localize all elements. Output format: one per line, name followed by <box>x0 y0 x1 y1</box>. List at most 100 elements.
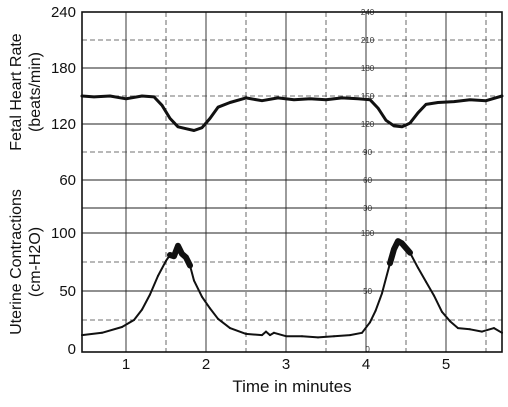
uc-point <box>189 264 191 267</box>
uc-point <box>361 331 363 334</box>
fhr-point <box>376 106 380 110</box>
uc-point <box>169 254 171 257</box>
grid <box>82 12 502 352</box>
uc-point <box>397 240 399 243</box>
x-tick-label: 5 <box>442 356 450 373</box>
uc-point <box>389 262 391 265</box>
fhr-point <box>324 98 328 101</box>
uc-point <box>101 331 103 334</box>
uc-ylabel-units-main: (cm-H2O) <box>27 227 44 297</box>
fhr-point <box>276 96 280 100</box>
uc-point <box>393 248 395 251</box>
uc-tick-label: 100 <box>51 225 76 242</box>
uc-point <box>269 334 271 337</box>
uc-point <box>449 320 451 323</box>
fhr-point <box>384 119 388 122</box>
uc-point <box>441 310 443 313</box>
uc-point <box>401 242 403 245</box>
uc-point <box>133 319 135 321</box>
fhr-point <box>192 129 196 132</box>
uc-point <box>333 335 335 338</box>
uc-point <box>285 335 287 338</box>
uc-inner-scale-label: 100 <box>361 229 375 238</box>
x-tick-label: 1 <box>122 356 130 373</box>
uc-point <box>417 266 419 269</box>
uc-inner-scale-label: 50 <box>363 287 372 296</box>
fhr-point <box>176 125 180 128</box>
uc-point <box>185 256 187 259</box>
fhr-inner-scale-label: 30 <box>363 204 372 213</box>
uc-tick-label: 50 <box>59 283 76 300</box>
fhr-point <box>228 101 232 104</box>
fhr-point <box>124 97 128 101</box>
uc-point <box>425 280 427 283</box>
fhr-inner-scale-label: 120 <box>361 120 375 129</box>
fhr-point <box>208 117 212 120</box>
fhr-tick-label: 180 <box>51 60 76 77</box>
plot-frame <box>81 11 503 353</box>
uc-point <box>229 327 231 330</box>
fhr-point <box>368 98 372 101</box>
fhr-tick-label: 240 <box>51 4 76 21</box>
fhr-inner-scale-label: 60 <box>363 176 372 185</box>
fhr-point <box>356 97 360 101</box>
uc-point <box>409 251 411 254</box>
uc-point <box>301 335 303 338</box>
uc-point <box>349 334 351 337</box>
uc-point <box>149 293 151 296</box>
uc-point <box>469 328 471 331</box>
tick-labels: 60 120 180 240 0 50 100 1 2 3 4 5 <box>51 4 450 373</box>
uc-point <box>209 307 211 310</box>
fhr-point <box>152 95 156 99</box>
fhr-inner-scale-label: 210 <box>361 36 375 45</box>
fhr-point <box>292 98 296 101</box>
uc-point <box>457 327 459 330</box>
uc-point <box>369 321 371 324</box>
uc-point <box>317 336 319 339</box>
fhr-point <box>400 125 404 128</box>
uc-point <box>481 330 483 333</box>
fhr-point <box>392 124 396 128</box>
fhr-point <box>308 97 312 101</box>
x-tick-label: 4 <box>362 356 370 373</box>
fhr-tick-label: 60 <box>59 172 76 189</box>
fhr-point <box>260 99 264 102</box>
fhr-trace <box>80 94 504 132</box>
uc-ylabel-units: (cm-H2O) <box>27 227 44 297</box>
fhr-point <box>408 121 412 125</box>
fhr-point <box>468 98 472 101</box>
fhr-point <box>92 95 96 99</box>
uc-point <box>273 331 275 334</box>
uc-tick-label: 0 <box>68 341 76 358</box>
fhr-point <box>436 101 440 104</box>
fhr-point <box>416 111 420 115</box>
uc-point <box>493 327 495 330</box>
fhr-inner-scale-label: 180 <box>361 64 375 73</box>
uc-point <box>121 325 123 328</box>
fhr-point <box>140 94 144 98</box>
uc-point <box>405 247 407 250</box>
uc-point <box>374 309 377 312</box>
uc-point <box>193 279 195 282</box>
fhr-point <box>168 117 172 120</box>
fhr-inner-scale-label: 150 <box>361 92 375 101</box>
uc-point <box>201 295 203 298</box>
x-tick-label: 2 <box>202 356 210 373</box>
uc-point <box>173 255 175 258</box>
fhr-point <box>452 100 456 103</box>
x-tick-label: 3 <box>282 356 290 373</box>
uc-point <box>245 332 247 335</box>
uc-point <box>181 252 183 255</box>
uc-trace-peak-band <box>387 238 413 267</box>
x-axis-label: Time in minutes <box>232 377 351 396</box>
uc-point <box>265 330 267 333</box>
uc-inner-scale-label: 0 <box>365 345 370 354</box>
uc-point <box>157 274 159 277</box>
uc-point <box>433 294 435 297</box>
uc-point <box>165 259 167 262</box>
uc-point <box>261 334 263 337</box>
fhr-point <box>424 103 428 106</box>
uc-point <box>177 244 179 247</box>
